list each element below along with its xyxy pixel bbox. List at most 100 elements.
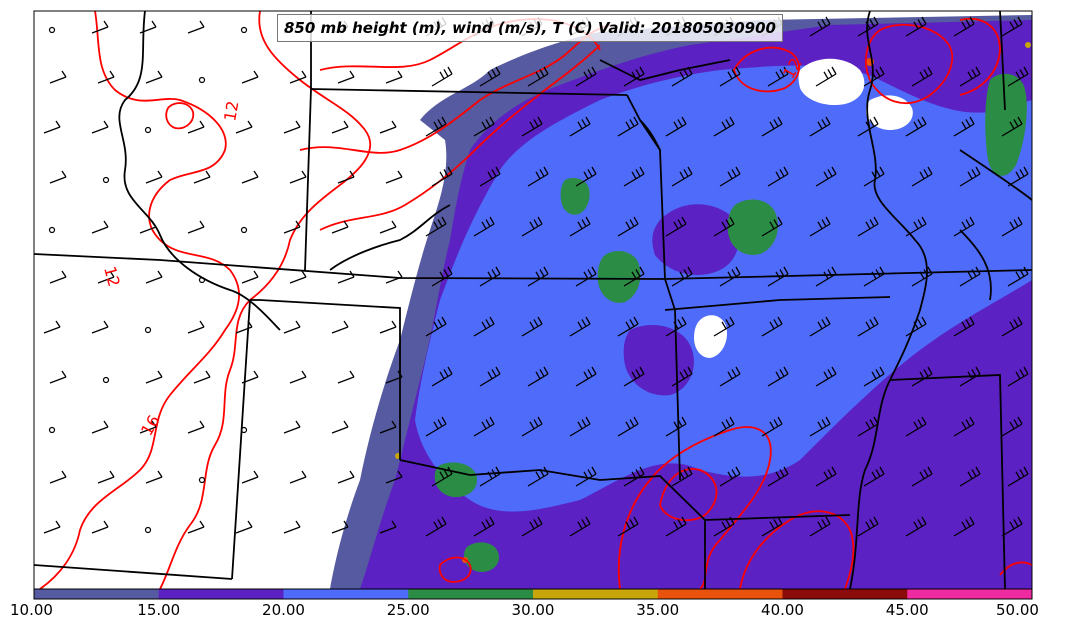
wind-barb [953,316,975,337]
wind-barb [187,520,205,534]
wind-barb [49,470,67,484]
wind-barb [575,266,597,287]
wind-barb [91,120,109,134]
colorbar-segment [657,589,783,599]
wind-barb [1007,466,1029,487]
colorbar-segment [408,589,534,599]
wind-barb [767,66,789,87]
wind-band-25-30-patch [727,199,778,255]
contour-label: 12 [220,99,242,122]
wind-barb [145,70,163,84]
wind-barb [905,316,927,337]
wind-barb [713,516,735,537]
wind-barb [1007,266,1029,287]
colorbar-tick-label: 45.00 [885,601,929,619]
wind-barb [331,520,349,534]
wind-barb [48,226,56,234]
border-line [639,119,661,151]
wind-barb [911,366,933,387]
wind-barb [905,16,927,37]
wind-barb [767,466,789,487]
wind-barb [473,216,495,237]
wind-barb [617,316,639,337]
wind-barb [569,316,591,337]
wind-barb [1001,16,1023,37]
wind-barb [144,126,152,134]
wind-barb [857,16,879,37]
wind-barb [139,220,157,234]
wind-barb [905,216,927,237]
wind-barb [473,116,495,137]
wind-barb [527,166,549,187]
wind-barb [193,170,211,184]
colorbar-frame [33,588,1033,600]
wind-barb [240,426,248,434]
wind-barb [479,66,501,87]
wind-barb [431,466,453,487]
wind-barb [379,120,397,134]
wind-barb [575,66,597,87]
wind-barb [91,20,109,34]
wind-barb [911,66,933,87]
wind-barb [863,266,885,287]
wind-barb [97,470,115,484]
wind-barb [145,470,163,484]
wind-barb [43,320,61,334]
wind-barb [713,216,735,237]
wind-band-25-30-patch [985,73,1027,176]
wind-barb [761,416,783,437]
wind-barb [569,416,591,437]
wind-barb [809,516,831,537]
wind-barb [283,320,301,334]
wind-barb [48,26,56,34]
wind-barb [617,216,639,237]
wind-barb [719,166,741,187]
colorbar-segment [34,589,160,599]
wind-barb [198,476,206,484]
map-title: 850 mb height (m), wind (m/s), T (C) Val… [277,14,783,42]
isotherm-contour [438,556,472,583]
wind-barb [144,326,152,334]
wind-barb [623,366,645,387]
wind-barb [809,116,831,137]
wind-barb [911,466,933,487]
isotherm-contour [299,24,611,154]
colorbar-tick-label: 35.00 [636,601,680,619]
wind-barb [905,416,927,437]
colorbar-segment [158,589,284,599]
wind-barb [473,516,495,537]
isotherm-contour [319,44,601,231]
colorbar-tick-label: 20.00 [262,601,305,619]
wind-barb [767,166,789,187]
wind-barb [102,376,110,384]
wind-barb [857,516,879,537]
wind-barb [49,370,67,384]
wind-barb [97,270,115,284]
wind-max-spot [1025,42,1031,48]
wind-barb [283,420,301,434]
wind-barb [953,16,975,37]
wind-barb [385,70,403,84]
border-line [999,11,1006,111]
wind-barb [713,116,735,137]
wind-barb [809,316,831,337]
wind-barb [575,166,597,187]
wind-barb [911,166,933,187]
wind-barb [719,266,741,287]
wind-barb [241,270,259,284]
wind-barb [623,66,645,87]
wind-barb [198,276,206,284]
wind-barb [283,520,301,534]
wind-barb [671,166,693,187]
colorbar-tick-label: 30.00 [511,601,555,619]
wind-barb [905,516,927,537]
wind-barb [425,116,447,137]
wind-barb [425,216,447,237]
wind-barb [713,316,735,337]
border-line [34,564,233,580]
wind-barb [331,120,349,134]
state-borders [34,11,1032,589]
wind-barb [857,216,879,237]
wind-barb [569,116,591,137]
isotherm-contour [733,46,800,93]
